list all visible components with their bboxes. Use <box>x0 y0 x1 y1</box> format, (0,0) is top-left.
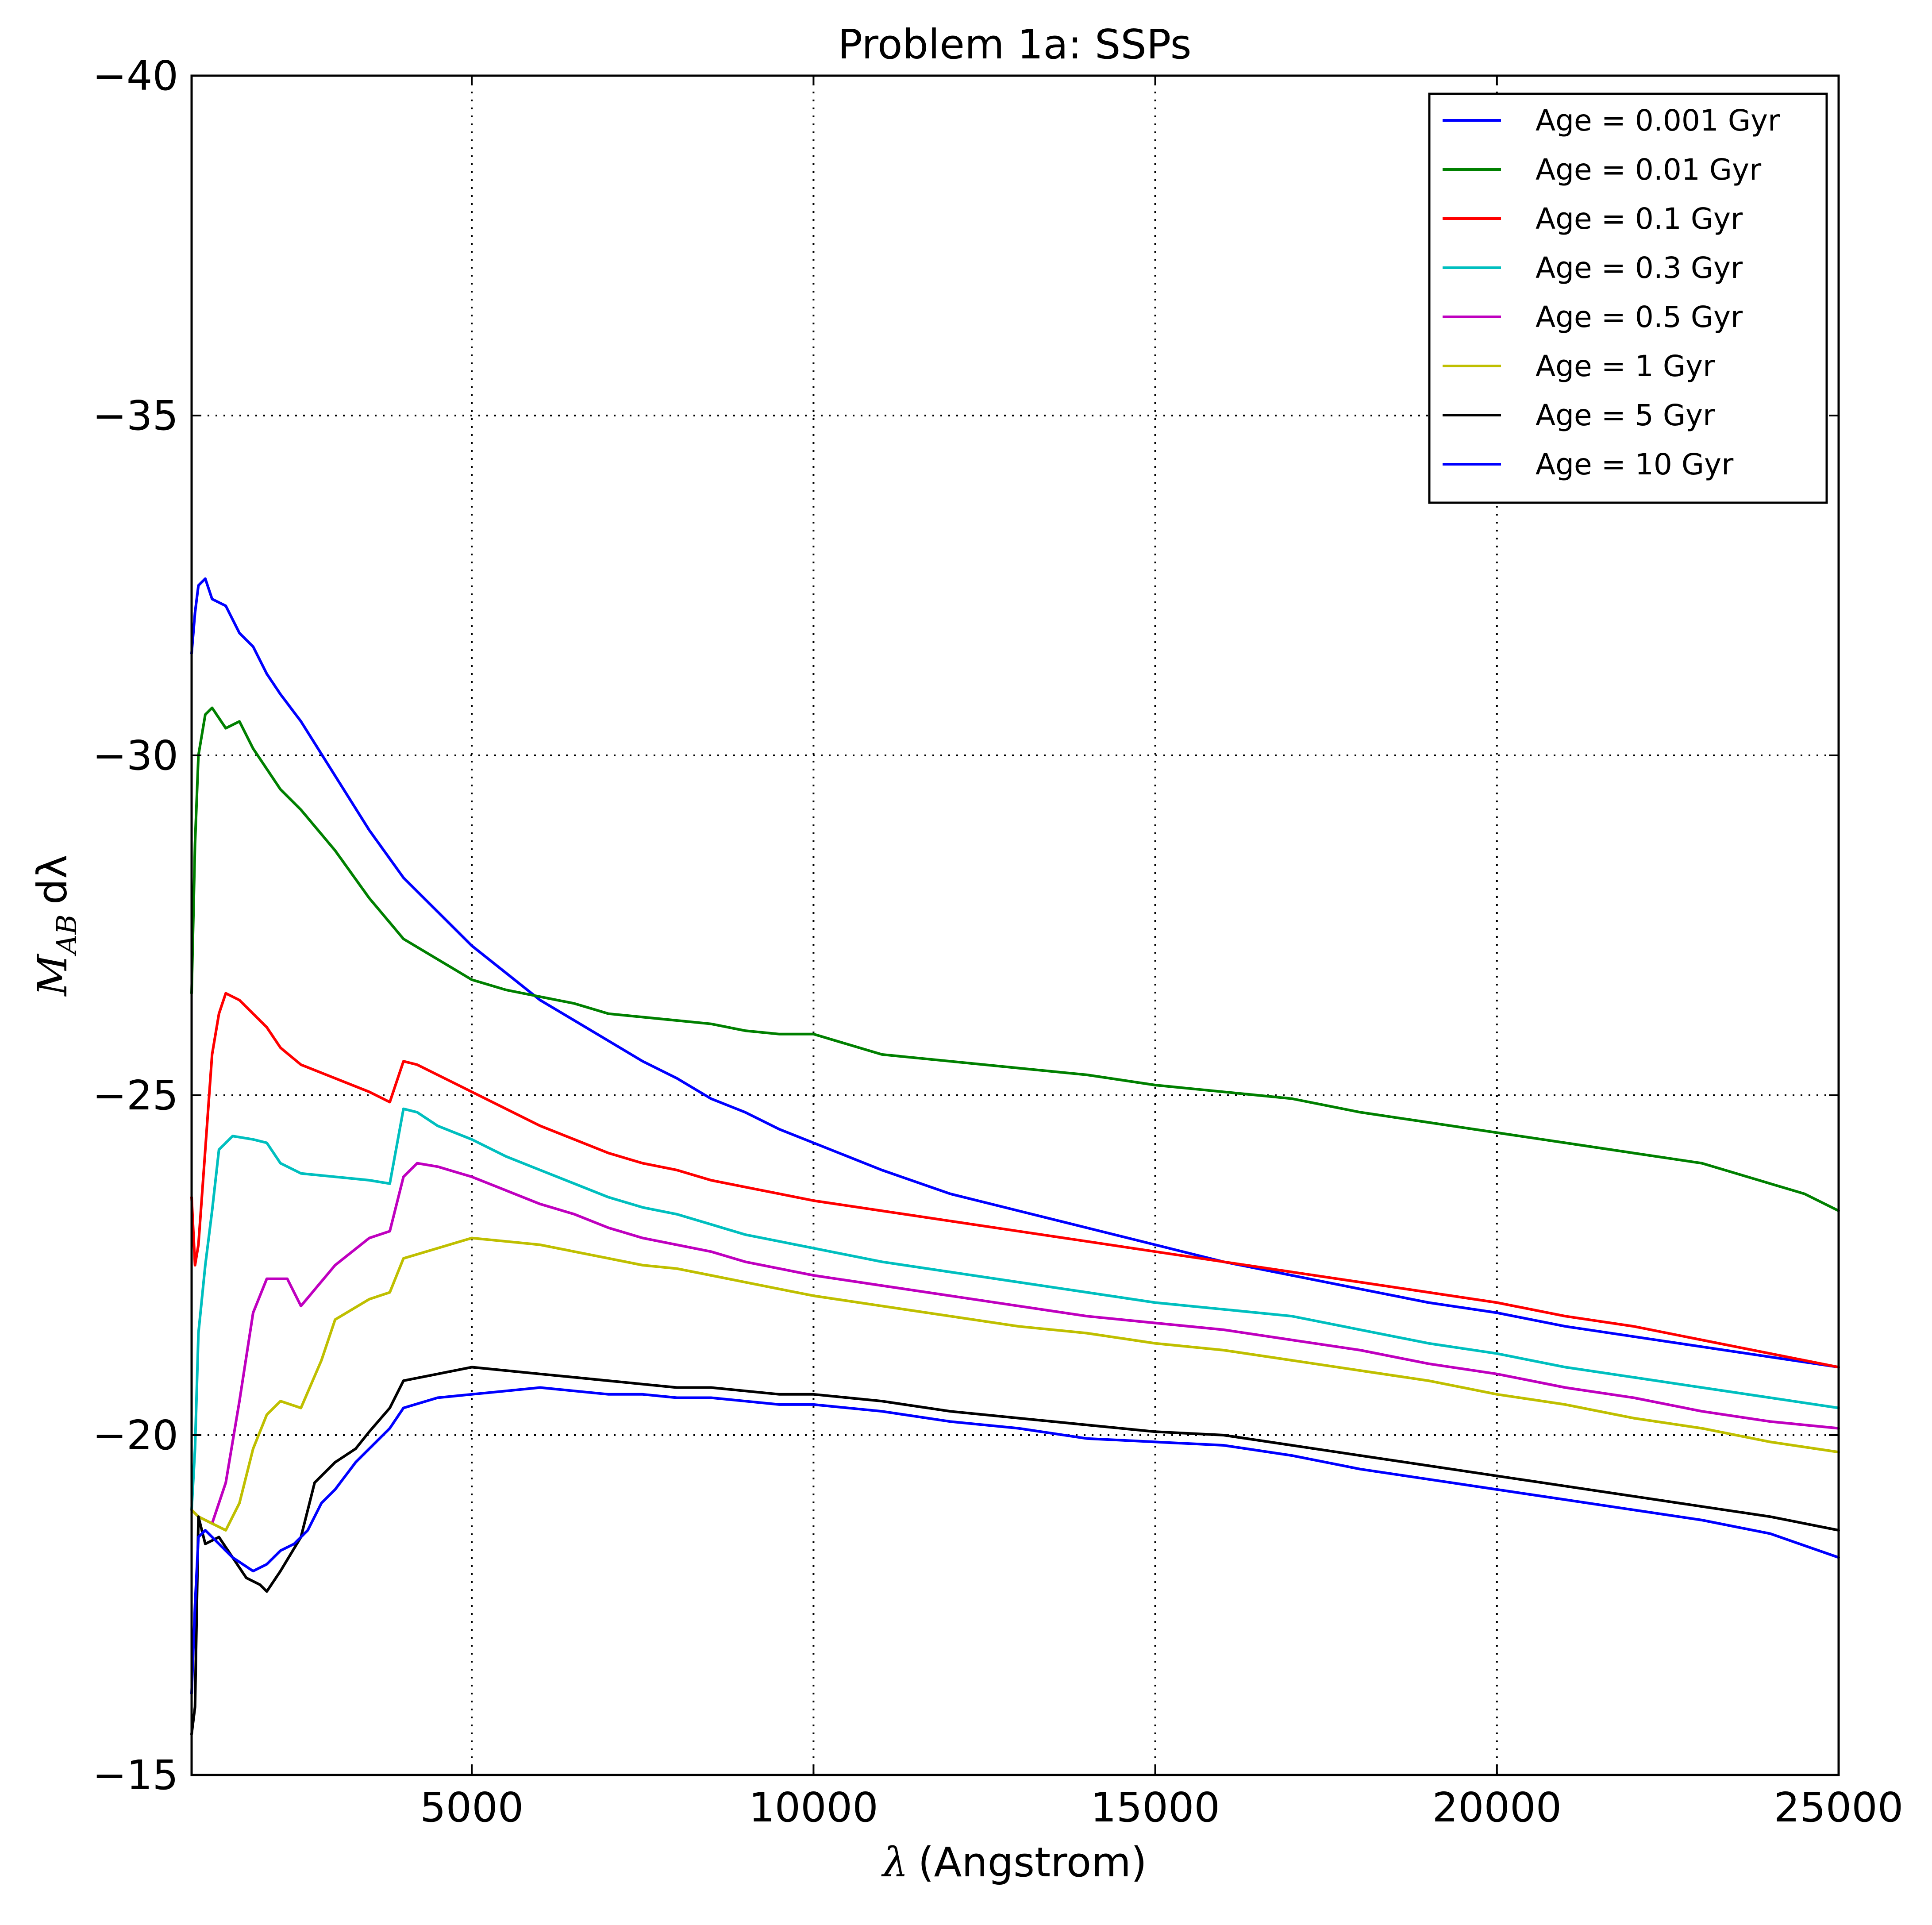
legend: Age = 0.001 Gyr Age = 0.01 Gyr Age = 0.1 G… <box>1428 92 1828 504</box>
series-line-4 <box>190 1107 1840 1511</box>
legend-label: Age = 0.01 Gyr <box>1536 153 1762 187</box>
x-tick-label: 25000 <box>1774 1784 1904 1831</box>
y-tick-label: −30 <box>92 732 178 779</box>
x-tick-label: 10000 <box>749 1784 878 1831</box>
axis-ticks: 5000 10000 15000 20000 25000 −40 −35 −30 −25 −20 −… <box>92 52 1903 1831</box>
x-tick-label: 5000 <box>420 1784 523 1831</box>
y-tick-label: −15 <box>92 1752 178 1799</box>
plot-frame <box>190 74 1840 1776</box>
legend-label: Age = 0.3 Gyr <box>1536 251 1743 285</box>
y-axis-label: MABdλ <box>29 855 83 997</box>
series-line-1 <box>190 577 1840 1369</box>
series-line-7 <box>190 1366 1840 1736</box>
legend-label: Age = 0.5 Gyr <box>1536 300 1743 334</box>
legend-label: Age = 0.1 Gyr <box>1536 202 1743 236</box>
y-tick-label: −40 <box>92 52 178 100</box>
y-tick-label: −25 <box>92 1072 178 1119</box>
legend-label: Age = 10 Gyr <box>1536 447 1734 481</box>
series-line-6 <box>190 1236 1840 1532</box>
y-tick-label: −35 <box>92 392 178 439</box>
series-line-5 <box>190 1162 1840 1525</box>
series-line-2 <box>190 706 1840 1213</box>
x-axis-label: λ (Angstrom) <box>881 1839 1147 1886</box>
chart-title: Problem 1a: SSPs <box>838 21 1191 68</box>
series-line-8 <box>190 1386 1840 1695</box>
x-tick-label: 20000 <box>1432 1784 1562 1831</box>
series-line-3 <box>190 992 1840 1369</box>
legend-label: Age = 5 Gyr <box>1536 398 1715 432</box>
legend-box <box>1428 92 1828 504</box>
legend-label: Age = 1 Gyr <box>1536 349 1715 383</box>
x-tick-label: 15000 <box>1090 1784 1220 1831</box>
y-tick-label: −20 <box>92 1412 178 1459</box>
legend-label: Age = 0.001 Gyr <box>1536 104 1780 138</box>
series-lines <box>190 577 1840 1736</box>
